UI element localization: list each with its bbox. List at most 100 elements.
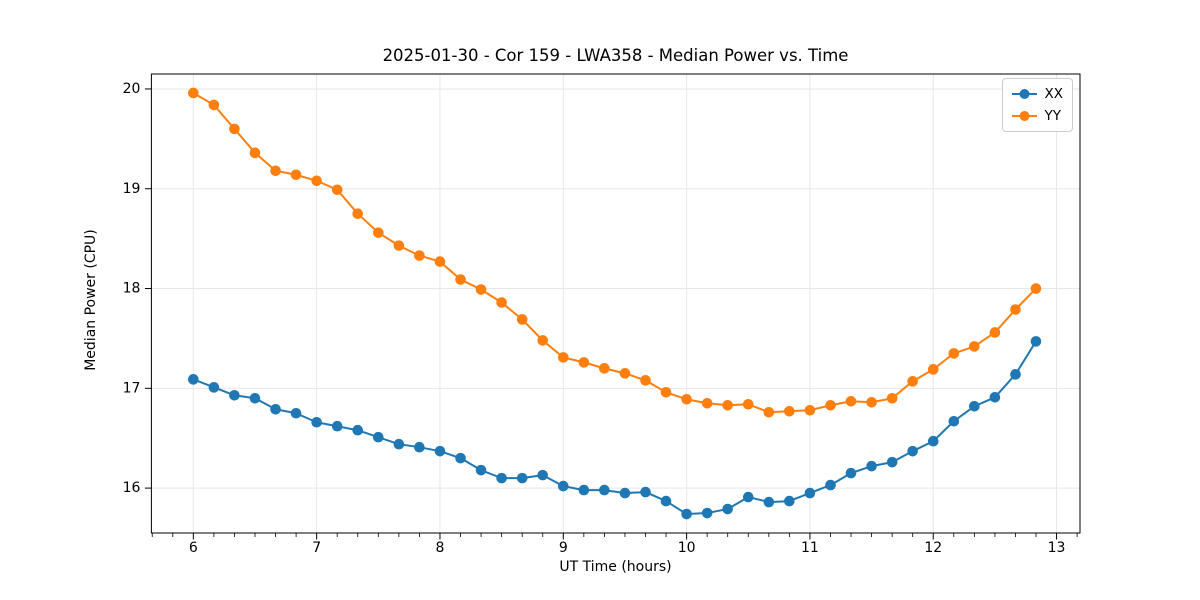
data-point-marker <box>969 400 980 412</box>
data-point-marker <box>927 364 939 375</box>
data-point-marker <box>681 508 692 520</box>
tick-labels: 6 7 8 9 10 11 12 13 16 17 18 19 20 <box>123 81 1066 556</box>
data-point-marker <box>886 392 898 404</box>
data-point-marker <box>496 472 507 484</box>
data-point-marker <box>927 435 939 447</box>
data-point-marker <box>640 486 651 498</box>
data-point-marker <box>640 375 651 386</box>
data-point-marker <box>537 335 548 346</box>
data-point-marker <box>804 487 816 499</box>
data-point-marker <box>352 424 364 436</box>
axis-ticks <box>144 88 1078 540</box>
data-point-marker <box>188 87 199 99</box>
data-point-marker <box>475 464 487 476</box>
data-point-marker <box>763 496 775 508</box>
data-point-marker <box>475 284 487 295</box>
legend-item-yy: YY <box>1011 106 1064 126</box>
data-point-marker <box>989 392 1001 403</box>
data-point-marker <box>701 507 713 519</box>
data-point-marker <box>1030 283 1042 294</box>
data-point-marker <box>311 175 322 187</box>
data-point-marker <box>742 491 754 503</box>
data-point-marker <box>825 479 836 491</box>
gridlines <box>151 74 1080 533</box>
data-point-marker <box>804 404 816 416</box>
series-line <box>192 92 1037 414</box>
data-point-marker <box>557 480 569 492</box>
data-point-marker <box>208 382 220 393</box>
data-point-marker <box>722 399 733 411</box>
y-tick-label: 19 <box>123 181 141 197</box>
data-point-marker <box>619 368 631 379</box>
series-xx <box>188 336 1042 520</box>
x-tick-label: 10 <box>678 540 696 556</box>
x-tick-label: 7 <box>312 540 321 556</box>
data-point-marker <box>660 495 672 507</box>
x-tick-label: 13 <box>1048 540 1066 556</box>
legend: XX YY <box>1001 78 1073 132</box>
data-point-marker <box>455 452 466 464</box>
data-point-marker <box>311 416 322 428</box>
x-tick-label: 9 <box>559 540 568 556</box>
data-point-marker <box>989 327 1001 338</box>
legend-line-marker-icon <box>1011 89 1037 99</box>
data-point-marker <box>825 399 836 411</box>
data-point-marker <box>907 376 918 387</box>
data-point-marker <box>229 123 240 135</box>
data-point-marker <box>701 397 713 409</box>
data-point-marker <box>578 484 590 496</box>
data-point-marker <box>866 396 877 408</box>
data-point-marker <box>188 374 199 385</box>
data-point-marker <box>742 398 754 410</box>
y-tick-label: 18 <box>123 281 141 297</box>
data-point-marker <box>393 438 405 450</box>
data-point-marker <box>331 184 343 196</box>
data-point-marker <box>619 487 631 499</box>
data-point-marker <box>866 460 877 472</box>
y-tick-label: 20 <box>123 81 141 97</box>
data-point-marker <box>352 208 364 219</box>
legend-item-xx: XX <box>1011 84 1064 104</box>
data-point-marker <box>434 445 446 457</box>
data-point-marker <box>516 314 528 325</box>
data-point-marker <box>722 503 733 515</box>
data-point-marker <box>784 405 795 417</box>
data-point-marker <box>969 341 980 352</box>
data-point-marker <box>784 495 795 507</box>
data-point-marker <box>681 393 692 405</box>
data-point-marker <box>290 407 302 419</box>
data-point-marker <box>455 274 466 285</box>
data-point-marker <box>373 227 384 238</box>
data-point-marker <box>557 352 569 363</box>
x-tick-label: 8 <box>436 540 445 556</box>
data-point-marker <box>249 392 261 404</box>
x-axis-label: UT Time (hours) <box>559 559 672 575</box>
data-point-marker <box>578 357 590 368</box>
data-point-marker <box>948 415 960 427</box>
data-point-marker <box>496 297 507 308</box>
chart-title: 2025-01-30 - Cor 159 - LWA358 - Median P… <box>382 46 849 65</box>
y-tick-label: 16 <box>123 480 141 496</box>
data-point-marker <box>763 406 775 418</box>
legend-label: YY <box>1044 108 1062 124</box>
legend-line-marker-icon <box>1011 111 1037 121</box>
data-point-marker <box>270 403 281 415</box>
data-point-marker <box>886 456 898 468</box>
legend-label: XX <box>1044 86 1064 102</box>
data-point-marker <box>1010 304 1021 315</box>
data-point-marker <box>599 363 610 374</box>
x-tick-label: 11 <box>801 540 819 556</box>
data-point-marker <box>373 431 384 443</box>
data-point-marker <box>331 420 343 432</box>
y-axis-label: Median Power (CPU) <box>83 229 99 371</box>
data-point-marker <box>414 441 425 453</box>
data-point-marker <box>907 445 918 457</box>
data-point-marker <box>660 387 672 398</box>
x-tick-label: 6 <box>189 540 198 556</box>
data-point-marker <box>393 240 405 251</box>
data-point-marker <box>845 395 857 407</box>
data-point-marker <box>1030 336 1042 347</box>
data-point-marker <box>270 165 281 177</box>
